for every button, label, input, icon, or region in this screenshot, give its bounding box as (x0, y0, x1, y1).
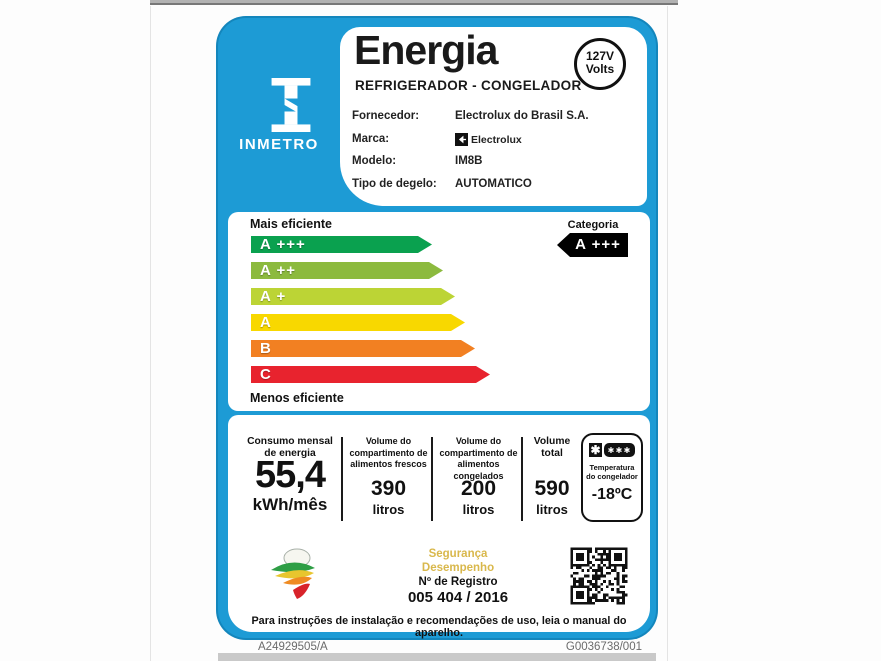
efficiency-arrow-C: C (251, 366, 490, 383)
field-value: Electrolux (455, 133, 522, 146)
inmetro-logo-icon (271, 78, 311, 132)
metric-divider (341, 437, 343, 521)
total-volume-value: 590 (534, 477, 570, 500)
field-value: IM8B (455, 155, 483, 167)
efficiency-scale: A +++ A ++ A + A B C (251, 236, 490, 392)
field-label: Marca: (352, 133, 390, 145)
efficiency-arrow-A++: A ++ (251, 262, 443, 279)
metric-label: Volume do (455, 436, 502, 446)
inmetro-logo-block: INMETRO (218, 18, 340, 212)
freezer-stars-icon: ✱ ✱ ✱ ✱ (589, 443, 635, 457)
efficiency-panel: Mais eficiente A +++ A ++ A + A B C Categoria… (228, 212, 650, 411)
freezer-temp-label: Temperatura (589, 463, 635, 472)
brand-name: Electrolux (471, 133, 522, 146)
field-label: Tipo de degelo: (352, 178, 437, 190)
voltage-value: 127V (585, 49, 615, 63)
metric-label: Volume do (365, 436, 412, 446)
metric-label: compartimento de (439, 447, 518, 458)
svg-text:✱: ✱ (616, 446, 623, 455)
svg-text:✱: ✱ (624, 446, 631, 455)
svg-text:✱: ✱ (590, 443, 600, 457)
less-efficient-label: Menos eficiente (250, 391, 344, 405)
metric-total-volume: Volume total 590 litros (524, 432, 580, 532)
metric-divider (431, 437, 433, 521)
field-label: Modelo: (352, 155, 397, 167)
header-panel: Energia REFRIGERADOR - CONGELADOR 127V V… (340, 27, 647, 206)
efficiency-arrow-label: A +++ (260, 236, 306, 253)
freezer-temp-label: do congelador (586, 471, 638, 481)
inmetro-energy-label: INMETRO Energia REFRIGERADOR - CONGELADO… (218, 18, 656, 639)
pbe-seal-icon (271, 548, 315, 599)
voltage-badge: 127V Volts (574, 38, 626, 90)
efficiency-arrow-label: B (260, 340, 272, 357)
efficiency-arrow-B: B (251, 340, 475, 357)
fresh-volume-value: 390 (370, 477, 407, 500)
field-value: AUTOMATICO (455, 178, 532, 190)
label-title: Energia (354, 27, 498, 73)
consumption-unit: kWh/mês (252, 495, 328, 514)
category-label: Categoria (567, 219, 619, 231)
frozen-volume-unit: litros (462, 502, 495, 517)
efficiency-arrow-label: A ++ (260, 262, 296, 279)
metric-frozen-volume: Volume do compartimento de alimentos con… (436, 432, 521, 532)
electrolux-logo-icon (455, 133, 468, 146)
scan-artifact-top (150, 0, 678, 5)
scan-artifact-bottom (218, 653, 656, 661)
field-row-marca: Marca: Electrolux (352, 133, 642, 149)
metric-consumption: Consumo mensal de energia 55,4 kWh/mês (238, 432, 342, 532)
print-code-right: G0036738/001 (565, 641, 642, 653)
page-edge-right (667, 6, 668, 661)
seal-performance-label: Desempenho (421, 562, 495, 574)
consumption-value: 55,4 (255, 454, 326, 496)
instructions-text: Para instruções de instalação e recomend… (251, 615, 627, 639)
registration-block: Segurança Desempenho Nº de Registro 005 … (358, 547, 558, 607)
metric-label: alimentos frescos (350, 459, 427, 469)
registration-label: Nº de Registro (418, 576, 498, 588)
efficiency-arrow-label: A (260, 314, 272, 331)
efficiency-arrow-label: C (260, 366, 272, 383)
metric-label: compartimento de (349, 447, 428, 458)
metric-fresh-volume: Volume do compartimento de alimentos fre… (346, 432, 431, 532)
metric-divider (521, 437, 523, 521)
more-efficient-label: Mais eficiente (250, 217, 332, 231)
field-row-degelo: Tipo de degelo: AUTOMATICO (352, 178, 642, 194)
voltage-unit: Volts (585, 62, 615, 76)
label-subtitle: REFRIGERADOR - CONGELADOR (355, 78, 582, 93)
metrics-panel: Consumo mensal de energia 55,4 kWh/mês V… (228, 415, 650, 639)
metric-label: total (541, 447, 563, 459)
category-badge: A +++ (557, 233, 628, 257)
page-edge-left (150, 6, 151, 661)
freezer-temperature-box: ✱ ✱ ✱ ✱ Temperatura do congelador -18ºC (581, 433, 643, 522)
qr-code (565, 542, 633, 610)
efficiency-arrow-A: A (251, 314, 465, 331)
freezer-temp-value: -18ºC (591, 486, 633, 503)
metric-label: Consumo mensal (247, 436, 333, 447)
field-label: Fornecedor: (352, 110, 420, 122)
metric-label: alimentos congelados (453, 459, 504, 481)
metric-label: Volume (533, 436, 571, 447)
total-volume-unit: litros (536, 502, 568, 517)
field-row-fornecedor: Fornecedor: Electrolux do Brasil S.A. (352, 110, 642, 126)
field-row-modelo: Modelo: IM8B (352, 155, 642, 171)
efficiency-arrow-A+++: A +++ (251, 236, 432, 253)
print-code-left: A24929505/A (258, 641, 328, 653)
registration-number: 005 404 / 2016 (407, 589, 509, 606)
fresh-volume-unit: litros (372, 502, 405, 517)
efficiency-arrow-label: A + (260, 288, 287, 305)
seal-safety-label: Segurança (428, 548, 488, 560)
inmetro-wordmark: INMETRO (239, 136, 319, 153)
efficiency-arrow-A+: A + (251, 288, 455, 305)
svg-text:✱: ✱ (608, 446, 615, 455)
metric-label: de energia (264, 447, 316, 459)
frozen-volume-value: 200 (460, 477, 497, 500)
field-value: Electrolux do Brasil S.A. (455, 110, 589, 122)
